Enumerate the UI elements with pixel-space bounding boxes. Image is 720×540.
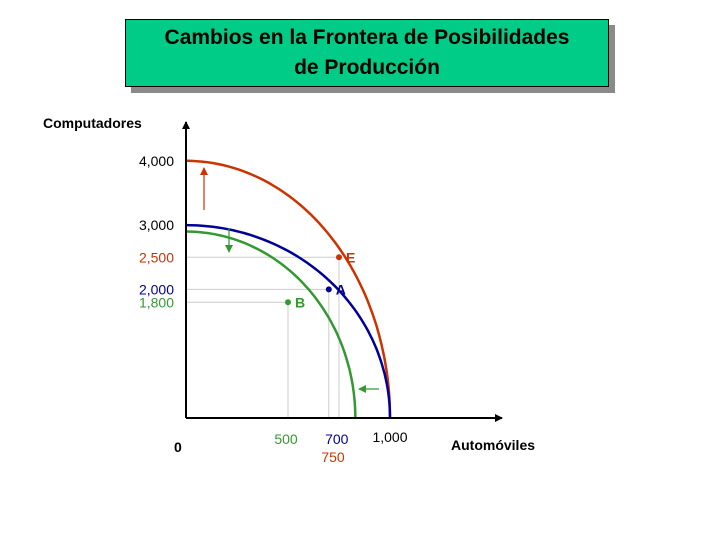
x-tick-label-700: 700 — [325, 431, 349, 447]
title-line-2: de Producción — [294, 56, 440, 79]
y-tick-label-3000: 3,000 — [139, 217, 174, 233]
y-tick-label-4000: 4,000 — [139, 153, 174, 169]
point-b — [285, 299, 291, 306]
slide-title: Cambios en la Frontera de Posibilidades … — [125, 19, 609, 87]
y-tick-label-1800: 1,800 — [139, 294, 174, 310]
y-tick-label-2000: 2,000 — [139, 281, 174, 297]
x-tick-label-750: 750 — [321, 449, 345, 465]
y-axis-title: Computadores — [43, 115, 142, 131]
x-axis-title: Automóviles — [451, 437, 535, 453]
ppf-curve-expanded — [185, 159, 392, 419]
point-label-b: B — [295, 294, 305, 310]
y-tick-label-2500: 2,500 — [139, 249, 174, 265]
point-a — [325, 286, 332, 293]
point-e — [336, 254, 342, 261]
point-label-e: E — [346, 249, 355, 265]
point-label-a: A — [336, 281, 346, 297]
x-tick-label-1000: 1,000 — [372, 429, 407, 445]
ppf-curve-original — [185, 223, 392, 419]
ppf-curve-contracted — [185, 230, 357, 418]
origin-label: 0 — [174, 439, 182, 455]
title-line-1: Cambios en la Frontera de Posibilidades — [164, 26, 570, 49]
x-tick-label-500: 500 — [274, 431, 298, 447]
